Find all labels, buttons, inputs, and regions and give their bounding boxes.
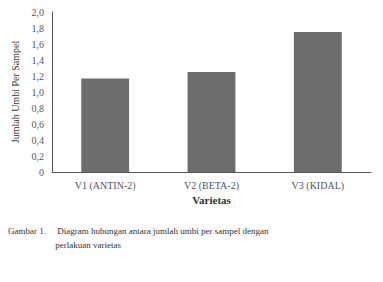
svg-text:Jumlah Umbi Per Sampel: Jumlah Umbi Per Sampel — [10, 41, 21, 144]
svg-text:0,8: 0,8 — [32, 103, 45, 114]
svg-text:Varietas: Varietas — [192, 194, 231, 206]
svg-text:2,0: 2,0 — [32, 7, 45, 18]
svg-text:1,6: 1,6 — [32, 39, 45, 50]
svg-text:0,2: 0,2 — [32, 151, 45, 162]
svg-text:0,6: 0,6 — [32, 119, 45, 130]
svg-text:1,0: 1,0 — [32, 87, 45, 98]
svg-text:1,4: 1,4 — [32, 55, 45, 66]
svg-text:perlakuan varietas: perlakuan varietas — [8, 240, 121, 250]
svg-text:V3 (KIDAL): V3 (KIDAL) — [292, 180, 345, 192]
svg-text:V2 (BETA-2): V2 (BETA-2) — [184, 180, 239, 192]
svg-text:Gambar 1. Diagram hubungan: Gambar 1. Diagram hubungan antara jumlah… — [8, 226, 269, 236]
svg-text:1,8: 1,8 — [32, 23, 45, 34]
svg-text:V1 (ANTIN-2): V1 (ANTIN-2) — [75, 180, 136, 192]
svg-text:0,4: 0,4 — [32, 135, 45, 146]
svg-text:1,2: 1,2 — [32, 71, 45, 82]
svg-text:0: 0 — [39, 167, 44, 178]
